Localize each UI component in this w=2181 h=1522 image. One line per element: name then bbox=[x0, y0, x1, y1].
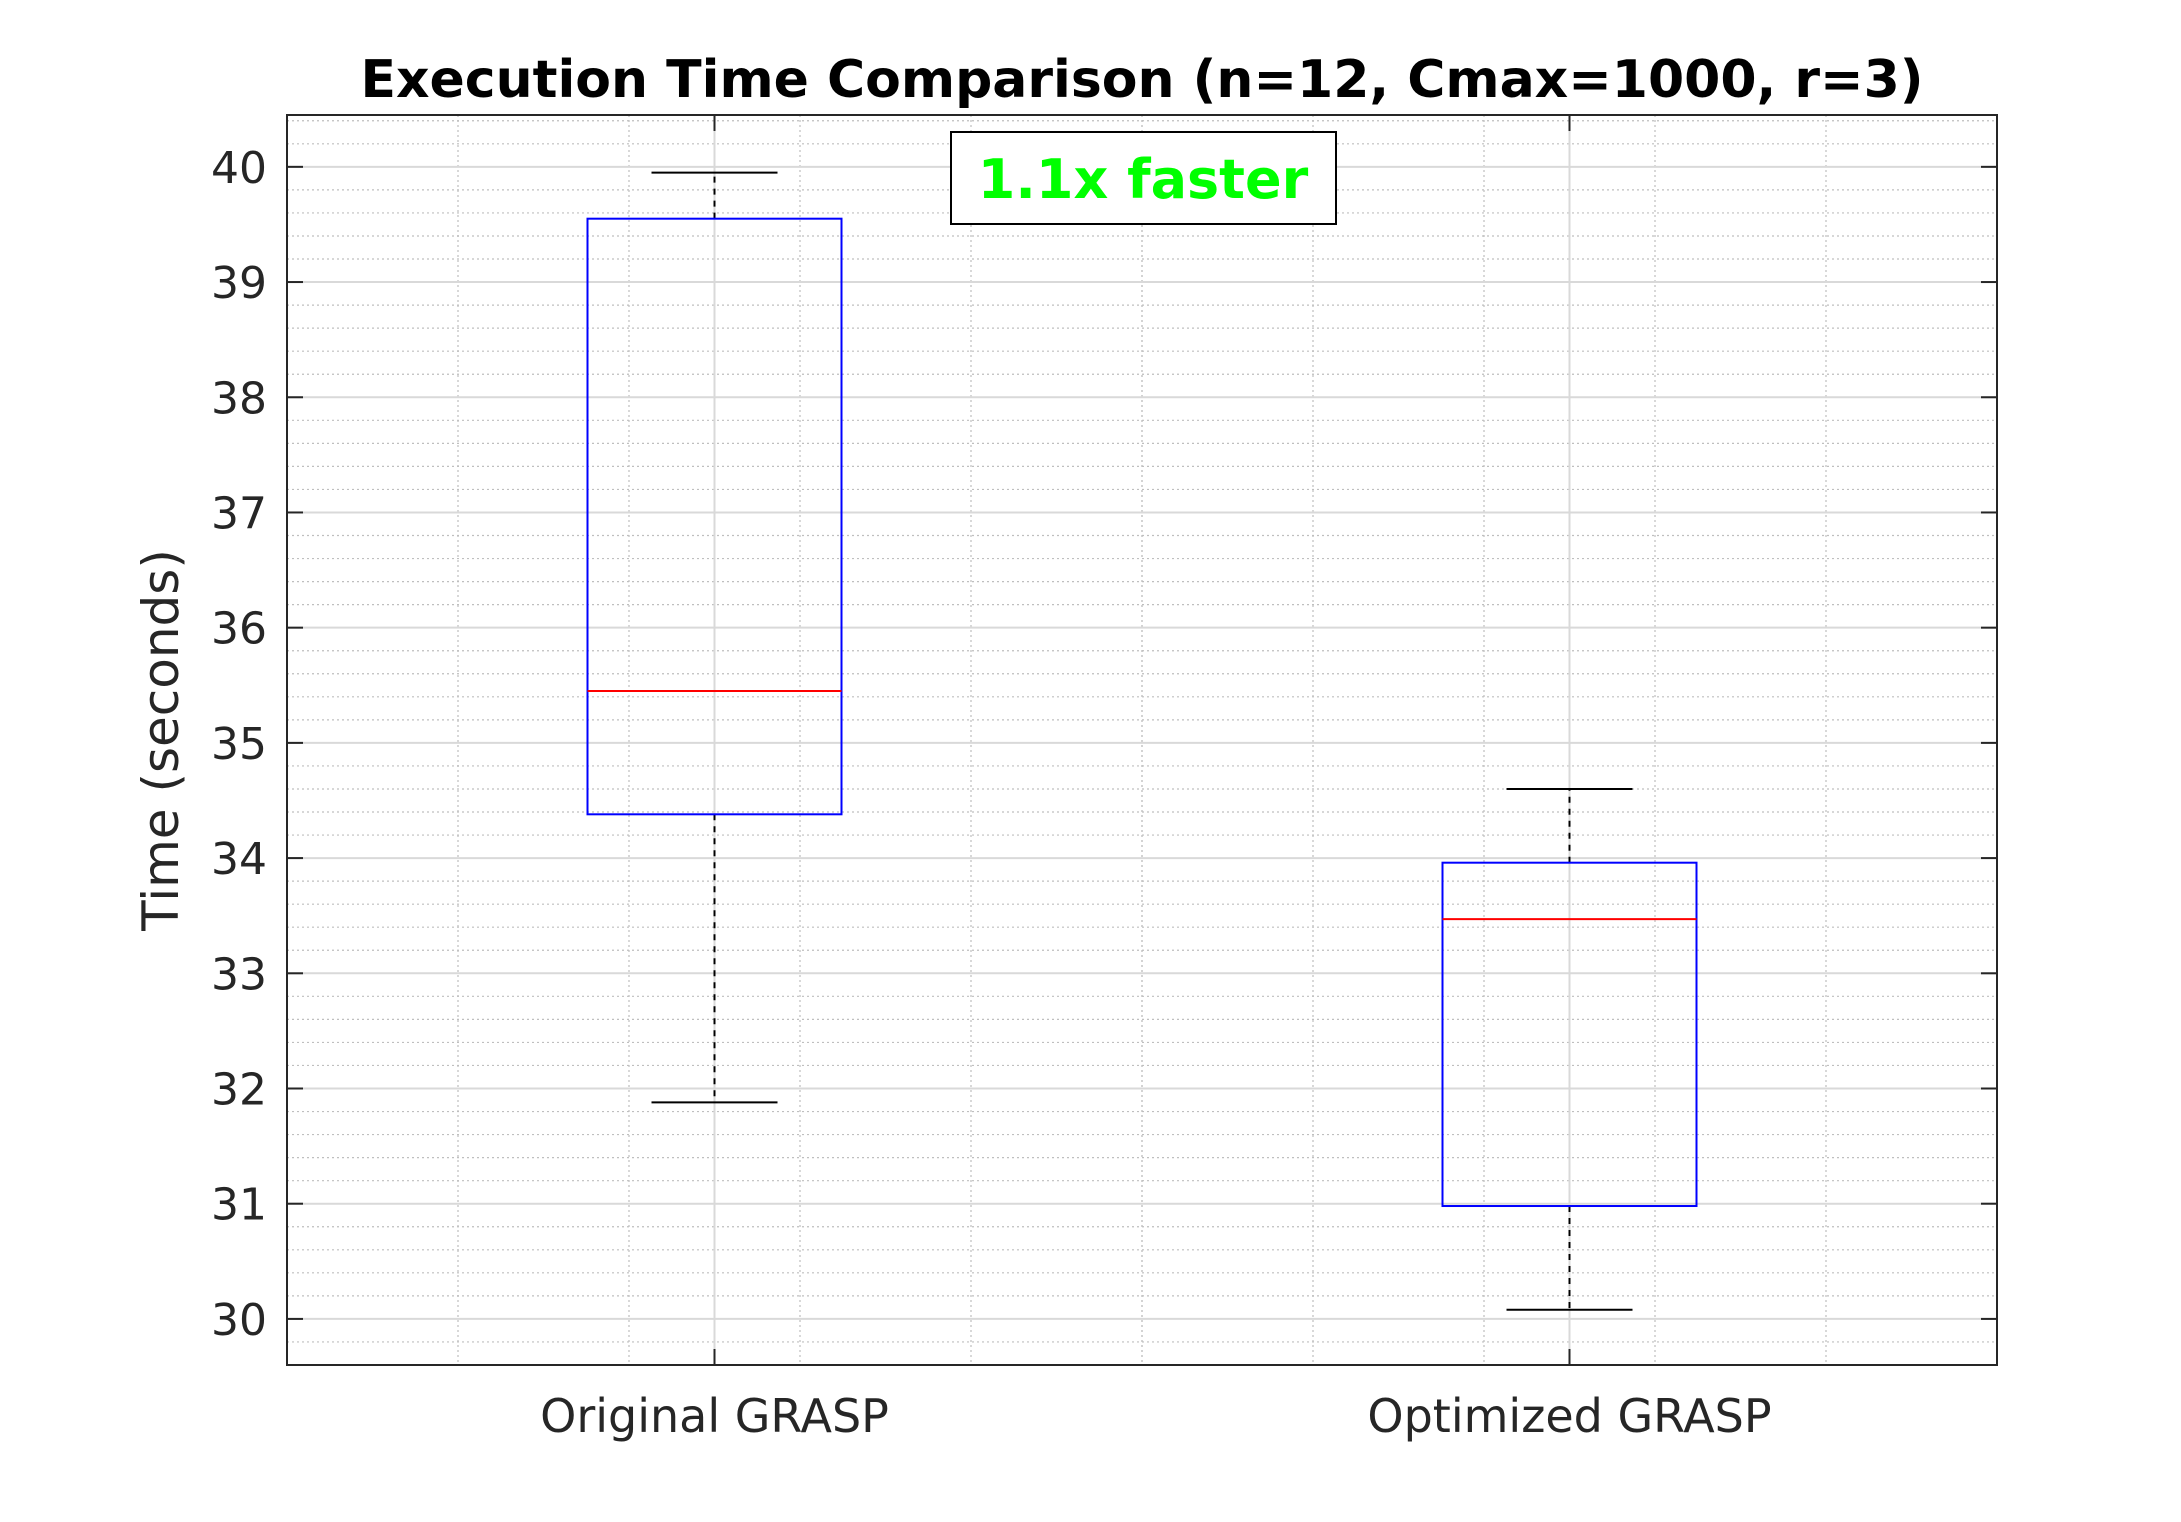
iqr-box bbox=[586, 217, 843, 816]
annotation-box bbox=[950, 131, 1337, 225]
grid-layer bbox=[287, 115, 1997, 1366]
box-group bbox=[586, 171, 843, 1104]
y-tick-label: 37 bbox=[211, 488, 267, 539]
plot-frame bbox=[286, 114, 1998, 1366]
annotation-text: 1.1x faster bbox=[978, 148, 1309, 211]
y-tick-label: 35 bbox=[211, 719, 267, 770]
y-tick-label: 36 bbox=[211, 604, 267, 655]
y-tick-label: 33 bbox=[211, 949, 267, 1000]
label-layer: 30 31 32 33 34 35 36 37 38 39 40 Original GRASP Opti… bbox=[211, 143, 1772, 1443]
iqr-box bbox=[1441, 861, 1698, 1208]
y-tick-label: 34 bbox=[211, 834, 267, 885]
tick-layer bbox=[287, 115, 1997, 1365]
y-tick-label: 40 bbox=[211, 143, 267, 194]
speedup-annotation: 1.1x faster bbox=[950, 131, 1337, 225]
x-category-label: Optimized GRASP bbox=[1367, 1389, 1771, 1443]
y-axis-label: Time (seconds) bbox=[132, 549, 190, 932]
x-category-label: Original GRASP bbox=[540, 1389, 889, 1443]
y-tick-label: 31 bbox=[211, 1180, 267, 1231]
y-tick-label: 32 bbox=[211, 1065, 267, 1116]
y-tick-label: 30 bbox=[211, 1295, 267, 1346]
chart-title: Execution Time Comparison (n=12, Cmax=10… bbox=[360, 50, 1923, 110]
box-group bbox=[1441, 787, 1698, 1311]
y-tick-label: 38 bbox=[211, 373, 267, 424]
box-layer bbox=[586, 171, 1698, 1311]
y-tick-label: 39 bbox=[211, 258, 267, 309]
